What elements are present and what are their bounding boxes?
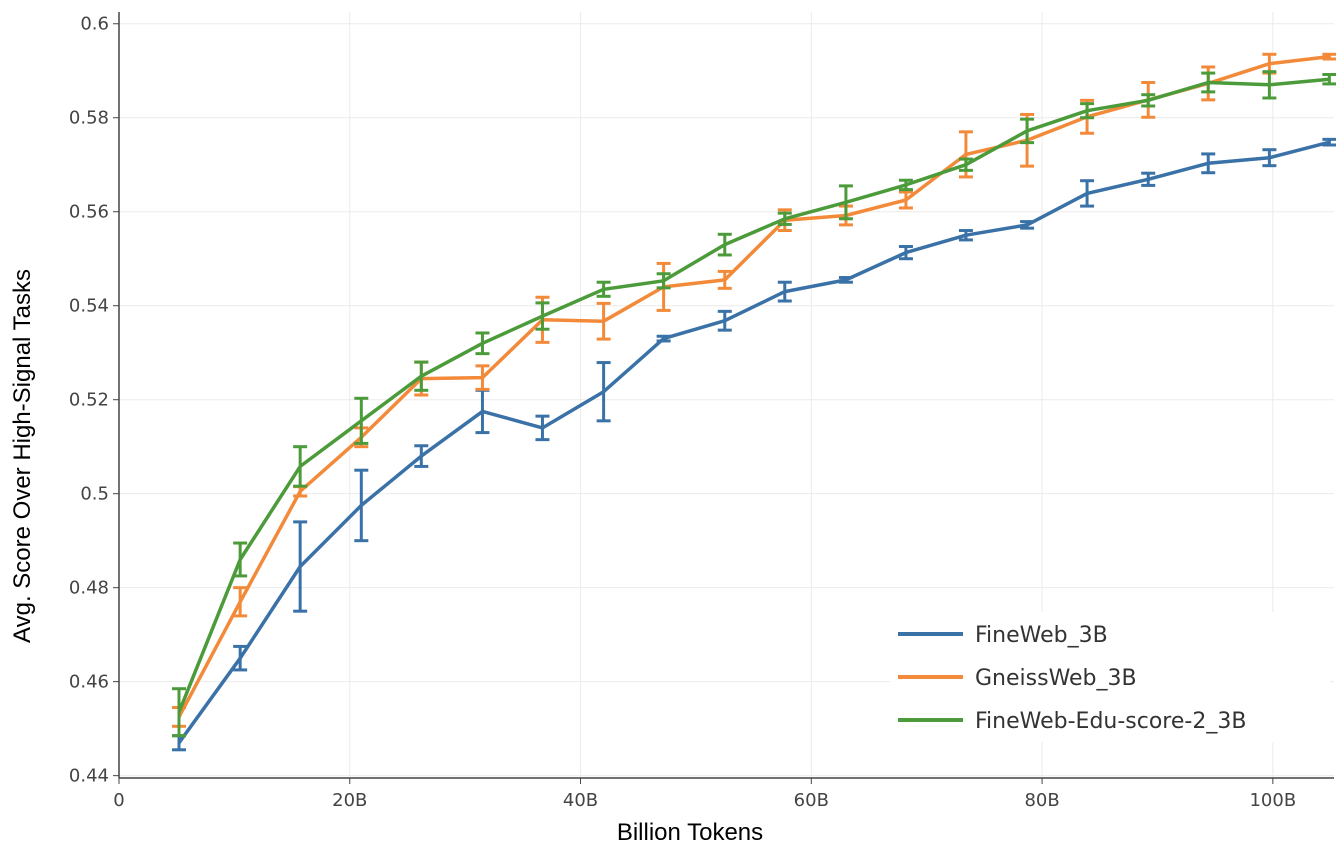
axes: 0.44 0.46 0.48 0.5 0.52 0.54 0.56 0.58 0.6 0 20B 40…	[69, 12, 1334, 811]
legend-label: GneissWeb_3B	[975, 666, 1137, 691]
series-line	[177, 77, 1330, 713]
y-tick-label: 0.52	[69, 390, 109, 411]
series-3	[172, 70, 1336, 738]
y-tick-label: 0.5	[80, 484, 109, 505]
y-tick-label: 0.44	[69, 766, 109, 787]
x-tick-label: 60B	[794, 790, 829, 811]
error-bar	[172, 687, 186, 738]
series-1	[172, 137, 1336, 752]
legend-label: FineWeb_3B	[975, 623, 1108, 648]
x-tick-label: 100B	[1249, 790, 1296, 811]
y-tick-label: 0.6	[80, 14, 109, 35]
x-tick-label: 80B	[1024, 790, 1059, 811]
y-axis-title: Avg. Score Over High-Signal Tasks	[9, 269, 36, 643]
x-tick-label: 0	[113, 790, 124, 811]
x-axis-title: Billion Tokens	[617, 819, 763, 846]
y-tick-label: 0.54	[69, 296, 109, 317]
plot-series	[172, 52, 1336, 752]
y-tick-label: 0.48	[69, 578, 109, 599]
legend-label: FineWeb-Edu-score-2_3B	[975, 709, 1246, 734]
y-tick-label: 0.58	[69, 108, 109, 129]
legend: FineWeb_3B GneissWeb_3B FineWeb-Edu-score-…	[890, 612, 1330, 742]
y-tick-label: 0.56	[69, 202, 109, 223]
series-line	[177, 140, 1330, 744]
legend-background	[890, 612, 1330, 742]
x-tick-label: 20B	[332, 790, 367, 811]
y-tick-label: 0.46	[69, 672, 109, 693]
x-tick-label: 40B	[563, 790, 598, 811]
